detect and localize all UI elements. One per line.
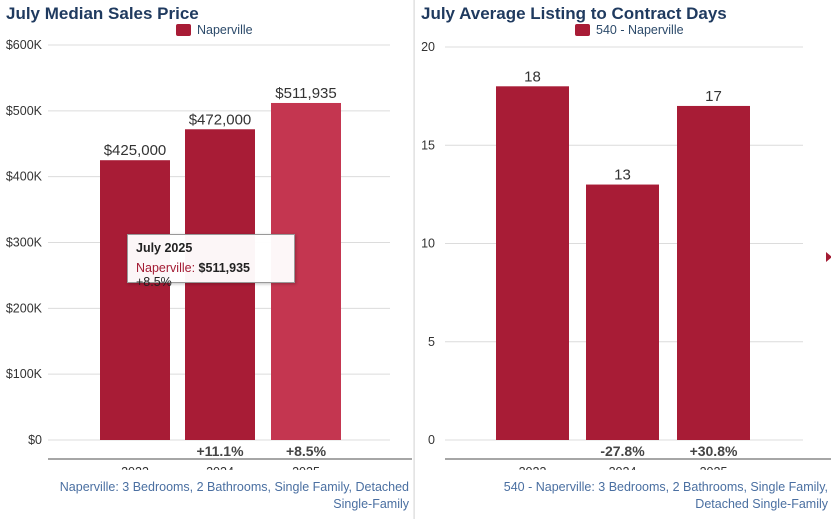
footer-line: Detached Single-Family (695, 497, 828, 511)
tooltip-title: July 2025 (136, 241, 193, 255)
bar-value-label: 17 (705, 88, 722, 105)
change-label: +11.1% (196, 443, 244, 459)
legend-swatch (575, 24, 590, 36)
bar-value-label: 18 (524, 68, 541, 85)
bar-value-label: $425,000 (104, 142, 167, 159)
footer-line: 540 - Naperville: 3 Bedrooms, 2 Bathroom… (503, 480, 828, 494)
panel-divider (413, 0, 414, 519)
chart-legend[interactable]: Naperville (176, 23, 253, 37)
bar (586, 184, 659, 440)
bar (677, 105, 750, 440)
y-tick-label: 20 (421, 40, 435, 54)
bar-value-label: $472,000 (189, 111, 252, 128)
bar-value-label: 13 (614, 167, 631, 184)
chart-footer: 540 - Naperville: 3 Bedrooms, 2 Bathroom… (504, 479, 828, 513)
change-label: +30.8% (690, 443, 738, 459)
median-price-bar-chart: $0 $100K $200K $300K $400K $500K $600K $425,000… (6, 38, 412, 470)
bar (185, 129, 255, 440)
chart-title: July Average Listing to Contract Days (421, 4, 727, 23)
x-tick-label: 2025 (292, 465, 320, 470)
median-price-chart-panel: July Median Sales Price Naperville $0 $10… (0, 0, 413, 519)
bar-value-label: $511,935 (275, 85, 336, 102)
listing-days-bar-chart: 0 5 10 15 20 18 2023 13 -27.8% 2024 17 +30.8% 2025 (421, 40, 831, 470)
x-tick-label: 2024 (206, 465, 234, 470)
tooltip-value: $511,935 (198, 261, 250, 275)
x-tick-label: 2025 (700, 465, 728, 470)
y-tick-label: $200K (6, 301, 43, 315)
chart-title: July Median Sales Price (6, 4, 199, 23)
x-tick-label: 2024 (609, 465, 637, 470)
chart-footer: Naperville: 3 Bedrooms, 2 Bathrooms, Sin… (60, 479, 409, 513)
change-label: +8.5% (286, 443, 327, 459)
tooltip-change: +8.5% (136, 275, 172, 289)
y-tick-label: 15 (421, 138, 435, 152)
y-tick-label: $300K (6, 236, 43, 250)
y-tick-label: 0 (428, 433, 435, 447)
x-tick-label: 2023 (519, 465, 547, 470)
y-tick-label: $600K (6, 38, 43, 52)
bar (100, 160, 170, 441)
y-tick-label: $0 (28, 433, 42, 447)
chart-legend[interactable]: 540 - Naperville (575, 23, 684, 37)
scroll-right-arrow-icon[interactable] (826, 252, 831, 262)
x-tick-label: 2023 (121, 465, 149, 470)
y-tick-label: $100K (6, 367, 43, 381)
y-tick-label: $500K (6, 104, 43, 118)
legend-swatch (176, 24, 191, 36)
legend-label: Naperville (197, 23, 253, 37)
y-tick-label: $400K (6, 170, 43, 184)
legend-label: 540 - Naperville (596, 23, 684, 37)
change-label: -27.8% (600, 443, 645, 459)
y-tick-label: 10 (421, 237, 435, 251)
bar (496, 86, 569, 441)
y-tick-label: 5 (428, 335, 435, 349)
footer-line: Naperville: 3 Bedrooms, 2 Bathrooms, Sin… (59, 480, 409, 494)
chart-tooltip: July 2025 Naperville: $511,935 +8.5% (127, 234, 295, 289)
listing-days-chart-panel: July Average Listing to Contract Days 54… (414, 0, 831, 519)
footer-line: Single-Family (333, 497, 409, 511)
tooltip-series: Naperville: (136, 261, 196, 275)
